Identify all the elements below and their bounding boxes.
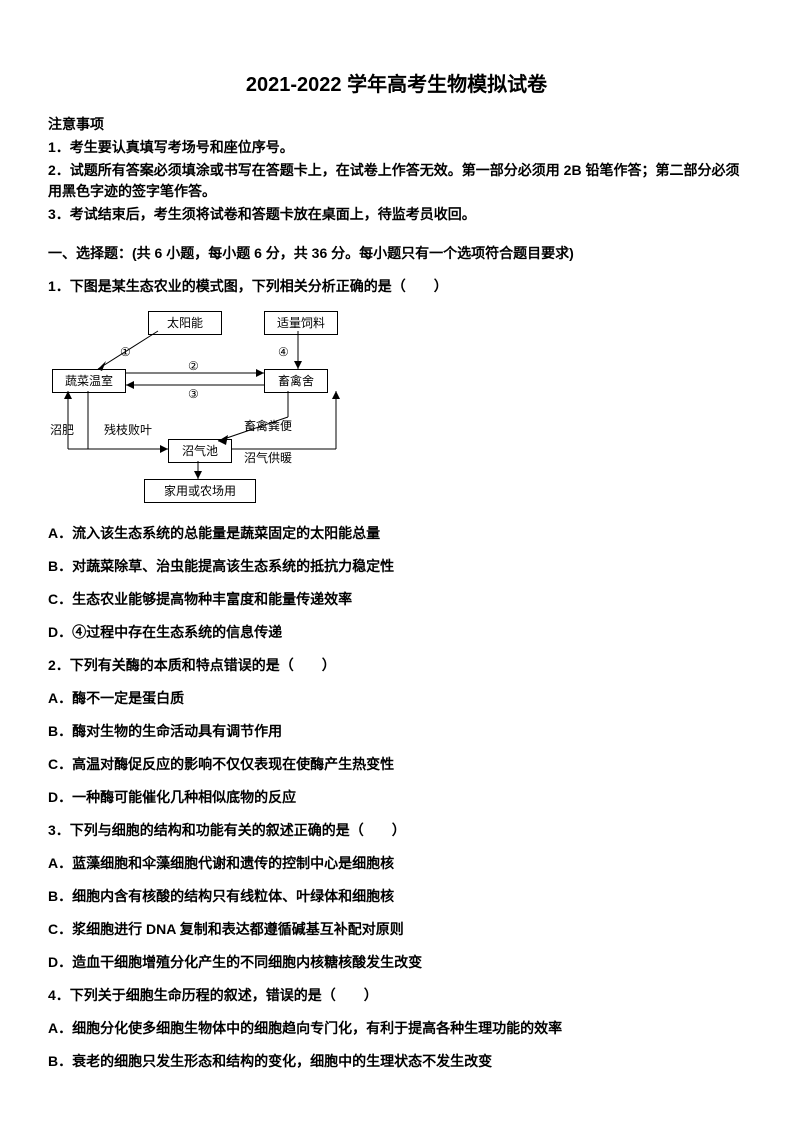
q1-diagram: 太阳能 适量饲料 蔬菜温室 畜禽舍 沼气池 家用或农场用 ① ② ③ ④ 残枝败… [48, 309, 388, 509]
q4-option-a: A．细胞分化使多细胞生物体中的细胞趋向专门化，有利于提高各种生理功能的效率 [48, 1018, 745, 1039]
node-sun: 太阳能 [148, 311, 222, 335]
q1-option-b: B．对蔬菜除草、治虫能提高该生态系统的抵抗力稳定性 [48, 556, 745, 577]
section1-heading: 一、选择题：(共 6 小题，每小题 6 分，共 36 分。每小题只有一个选项符合… [48, 243, 745, 264]
question-4: 4．下列关于细胞生命历程的叙述，错误的是（ ） A．细胞分化使多细胞生物体中的细… [48, 985, 745, 1072]
notice-item: 1．考生要认真填写考场号和座位序号。 [48, 137, 745, 158]
node-shed: 畜禽舍 [264, 369, 328, 393]
q1-stem: 1．下图是某生态农业的模式图，下列相关分析正确的是（ ） [48, 276, 745, 297]
exam-page: 2021-2022 学年高考生物模拟试卷 注意事项 1．考生要认真填写考场号和座… [0, 0, 793, 1122]
edge-label-fert: 沼肥 [50, 421, 74, 439]
q2-option-b: B．酶对生物的生命活动具有调节作用 [48, 721, 745, 742]
edge-label-4: ④ [278, 343, 289, 361]
q3-option-b: B．细胞内含有核酸的结构只有线粒体、叶绿体和细胞核 [48, 886, 745, 907]
question-2: 2．下列有关酶的本质和特点错误的是（ ） A．酶不一定是蛋白质 B．酶对生物的生… [48, 655, 745, 808]
q1-option-a: A．流入该生态系统的总能量是蔬菜固定的太阳能总量 [48, 523, 745, 544]
notice-item: 2．试题所有答案必须填涂或书写在答题卡上，在试卷上作答无效。第一部分必须用 2B… [48, 160, 745, 202]
edge-label-3: ③ [188, 385, 199, 403]
q3-option-a: A．蓝藻细胞和伞藻细胞代谢和遗传的控制中心是细胞核 [48, 853, 745, 874]
node-home: 家用或农场用 [144, 479, 256, 503]
edge-label-leaves: 残枝败叶 [104, 421, 152, 439]
node-feed: 适量饲料 [264, 311, 338, 335]
notice-item: 3．考试结束后，考生须将试卷和答题卡放在桌面上，待监考员收回。 [48, 204, 745, 225]
notice-heading: 注意事项 [48, 114, 745, 135]
notice-block: 注意事项 1．考生要认真填写考场号和座位序号。 2．试题所有答案必须填涂或书写在… [48, 114, 745, 225]
q2-option-d: D．一种酶可能催化几种相似底物的反应 [48, 787, 745, 808]
q2-option-a: A．酶不一定是蛋白质 [48, 688, 745, 709]
node-biogas: 沼气池 [168, 439, 232, 463]
edge-label-manure: 畜禽粪便 [244, 417, 292, 435]
q2-option-c: C．高温对酶促反应的影响不仅仅表现在使酶产生热变性 [48, 754, 745, 775]
page-title: 2021-2022 学年高考生物模拟试卷 [48, 70, 745, 100]
q2-stem: 2．下列有关酶的本质和特点错误的是（ ） [48, 655, 745, 676]
node-green: 蔬菜温室 [52, 369, 126, 393]
q1-option-c: C．生态农业能够提高物种丰富度和能量传递效率 [48, 589, 745, 610]
q3-stem: 3．下列与细胞的结构和功能有关的叙述正确的是（ ） [48, 820, 745, 841]
q3-option-d: D．造血干细胞增殖分化产生的不同细胞内核糖核酸发生改变 [48, 952, 745, 973]
q3-option-c: C．浆细胞进行 DNA 复制和表达都遵循碱基互补配对原则 [48, 919, 745, 940]
edge-label-heat: 沼气供暖 [244, 449, 292, 467]
q4-option-b: B．衰老的细胞只发生形态和结构的变化，细胞中的生理状态不发生改变 [48, 1051, 745, 1072]
question-1: 1．下图是某生态农业的模式图，下列相关分析正确的是（ ） 太阳能 适量饲料 蔬菜… [48, 276, 745, 643]
edge-label-2: ② [188, 357, 199, 375]
question-3: 3．下列与细胞的结构和功能有关的叙述正确的是（ ） A．蓝藻细胞和伞藻细胞代谢和… [48, 820, 745, 973]
q1-option-d: D．④过程中存在生态系统的信息传递 [48, 622, 745, 643]
edge-label-1: ① [120, 343, 131, 361]
q4-stem: 4．下列关于细胞生命历程的叙述，错误的是（ ） [48, 985, 745, 1006]
